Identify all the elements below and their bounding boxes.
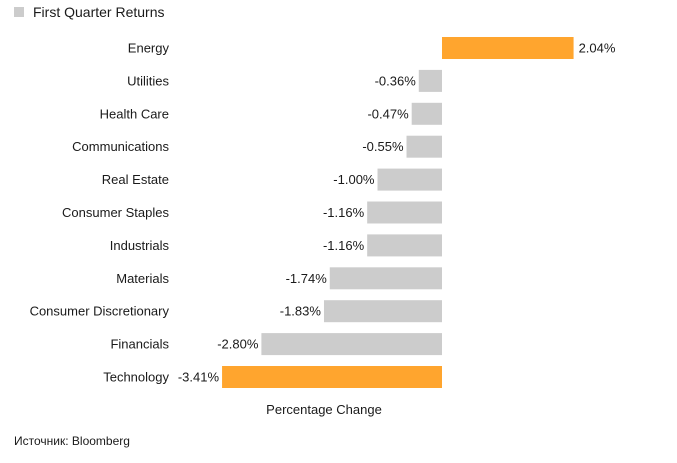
category-label: Energy <box>128 41 170 56</box>
data-label: -1.16% <box>323 205 365 220</box>
bar <box>261 333 442 356</box>
category-label: Consumer Staples <box>62 205 169 220</box>
category-label: Materials <box>116 271 169 286</box>
category-label: Financials <box>110 337 169 352</box>
data-label: -0.47% <box>367 106 409 121</box>
bar <box>442 37 574 59</box>
category-label: Health Care <box>100 106 169 121</box>
bar <box>367 201 442 224</box>
bar <box>323 300 442 323</box>
data-label: -2.80% <box>217 337 259 352</box>
category-label: Utilities <box>127 73 169 88</box>
data-label: -1.83% <box>280 304 322 319</box>
data-label: -3.41% <box>178 370 220 385</box>
data-label: -0.36% <box>375 73 417 88</box>
bar <box>406 135 442 158</box>
category-label: Consumer Discretionary <box>30 304 170 319</box>
legend-label: First Quarter Returns <box>33 4 165 20</box>
legend-swatch <box>14 7 24 17</box>
bar <box>377 168 442 191</box>
bar <box>411 102 442 125</box>
data-label: -0.55% <box>362 139 404 154</box>
source-note: Источник: Bloomberg <box>14 434 130 448</box>
category-label: Industrials <box>110 238 170 253</box>
bar <box>329 267 442 290</box>
category-label: Real Estate <box>102 172 169 187</box>
legend: First Quarter Returns <box>14 3 164 21</box>
data-label: -1.16% <box>323 238 365 253</box>
bar-chart: Energy 2.04% Utilities -0.36% Health Care -0.… <box>30 37 616 388</box>
bar <box>222 366 442 388</box>
bar <box>418 69 442 92</box>
category-label: Technology <box>103 370 169 385</box>
bar <box>367 234 442 257</box>
data-label: 2.04% <box>579 41 616 56</box>
data-label: -1.00% <box>333 172 375 187</box>
x-axis-title: Percentage Change <box>266 402 382 417</box>
category-label: Communications <box>72 139 169 154</box>
data-label: -1.74% <box>286 271 328 286</box>
